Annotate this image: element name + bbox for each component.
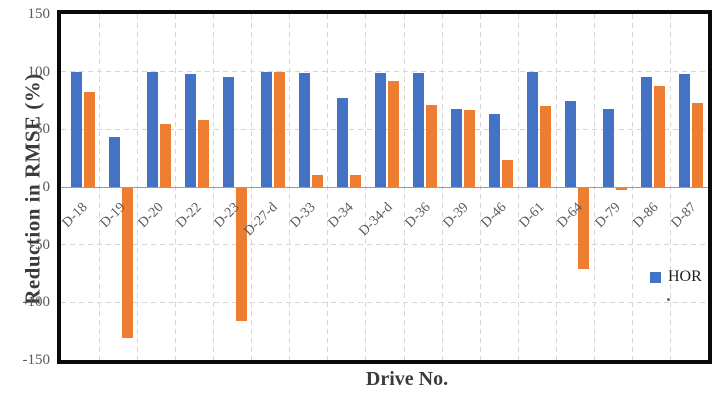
bar-hor-D-20 xyxy=(146,71,158,187)
bar-hor-D-86 xyxy=(641,77,653,187)
bar-series2-D-87 xyxy=(692,102,704,187)
bar-hor-D-22 xyxy=(184,73,196,187)
plot-area: D-18 D-19 D-20 D-22 D-23 D-27-d D-33 D-34 D-34-d… xyxy=(57,10,712,364)
bar-hor-D-34-d xyxy=(375,72,386,187)
bar-series2-D-20 xyxy=(159,123,171,187)
legend-swatch-hor xyxy=(650,271,661,283)
legend: HOR xyxy=(650,269,702,285)
zero-axis-line xyxy=(61,187,708,188)
y-tick-label--150: -150 xyxy=(22,352,51,368)
bar-series2-D-18 xyxy=(83,92,95,187)
h-gridline xyxy=(61,301,708,303)
bar-hor-D-19 xyxy=(108,137,120,187)
plot-inner: D-18 D-19 D-20 D-22 D-23 D-27-d D-33 D-34 D-34-d… xyxy=(60,14,708,360)
y-tick-label--100: -100 xyxy=(22,294,51,311)
bar-hor-D-34 xyxy=(336,98,348,187)
bar-series2-D-19 xyxy=(121,188,133,338)
bar-hor-D-87 xyxy=(679,73,691,187)
x-axis-title: Drive No. xyxy=(365,368,449,390)
y-tick-label-0: 0 xyxy=(42,179,51,195)
bar-hor-D-64 xyxy=(565,100,577,187)
bar-hor-D-61 xyxy=(527,71,539,187)
bar-hor-D-79 xyxy=(603,108,615,187)
bar-series2-D-23 xyxy=(235,188,247,321)
bar-hor-D-36 xyxy=(413,72,425,187)
bar-series2-D-86 xyxy=(654,85,666,187)
y-tick-label-150: 150 xyxy=(27,6,51,22)
legend-label-hor: HOR xyxy=(668,268,702,285)
y-tick-label--50: -50 xyxy=(30,236,50,253)
h-gridline xyxy=(61,71,708,73)
bar-hor-D-27-d xyxy=(260,71,272,187)
y-tick-label-100: 100 xyxy=(27,63,51,80)
bar-hor-D-18 xyxy=(70,71,82,187)
h-gridline xyxy=(61,244,708,246)
bar-series2-D-79 xyxy=(616,188,628,191)
bar-series2-D-34-d xyxy=(388,80,399,187)
bar-hor-D-46 xyxy=(489,114,501,187)
bar-hor-D-39 xyxy=(451,108,463,187)
bar-series2-D-22 xyxy=(197,120,209,187)
stray-mark xyxy=(667,298,670,301)
bar-series2-D-34 xyxy=(349,175,361,187)
y-tick-label-50: 50 xyxy=(35,121,50,138)
bar-series2-D-64 xyxy=(578,188,590,269)
bar-series2-D-33 xyxy=(311,175,323,187)
bar-hor-D-33 xyxy=(298,72,310,187)
bar-series2-D-46 xyxy=(502,160,514,187)
bar-series2-D-39 xyxy=(464,109,476,187)
bar-series2-D-27-d xyxy=(273,71,285,187)
bar-series2-D-36 xyxy=(426,105,438,187)
bar-series2-D-61 xyxy=(540,106,552,187)
bar-hor-D-23 xyxy=(222,77,234,187)
